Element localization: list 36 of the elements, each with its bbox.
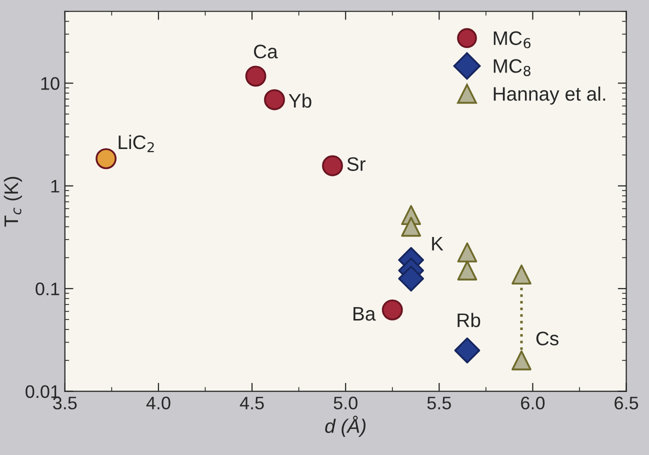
y-tick-label: 1 [51, 180, 60, 192]
legend-label: Hannay et al. [494, 86, 606, 105]
annotation: K [432, 236, 444, 250]
x-tick-label: 5.5 [427, 396, 451, 410]
annotation: Ba [354, 307, 376, 321]
legend-label: MC$_{6}$ [494, 31, 530, 48]
point [512, 350, 532, 370]
point [382, 299, 403, 320]
annotation: Sr [347, 157, 366, 171]
annotation: Cs [536, 332, 558, 346]
point [454, 337, 480, 364]
point [398, 266, 424, 292]
point [457, 260, 478, 280]
point [512, 264, 532, 285]
point [401, 216, 422, 237]
point [96, 148, 117, 170]
point [245, 66, 266, 87]
y-tick-label: 0.01 [26, 385, 60, 398]
annotation: Ca [254, 44, 278, 58]
y-tick-label: 0.1 [36, 282, 60, 296]
x-tick-label: 3.5 [53, 396, 77, 410]
annotation: LiC$_{2}$ [118, 134, 154, 152]
y-tick-label: 10 [41, 77, 60, 90]
point [457, 242, 478, 262]
annotation: Yb [288, 93, 312, 108]
x-tick-label: 4.0 [146, 396, 170, 410]
x-tick-label: 6.0 [521, 396, 545, 410]
x-tick-label: 6.5 [614, 396, 638, 410]
x-axis-title: d (Å) [325, 416, 366, 437]
annotation: Rb [458, 312, 480, 328]
x-tick-label: 4.5 [240, 396, 264, 410]
y-axis-title: T$_{c}$ (K) [4, 176, 22, 227]
x-tick-label: 5.0 [334, 396, 358, 410]
legend-label: MC$_{8}$ [494, 59, 530, 76]
point [322, 155, 343, 176]
point [264, 89, 285, 110]
